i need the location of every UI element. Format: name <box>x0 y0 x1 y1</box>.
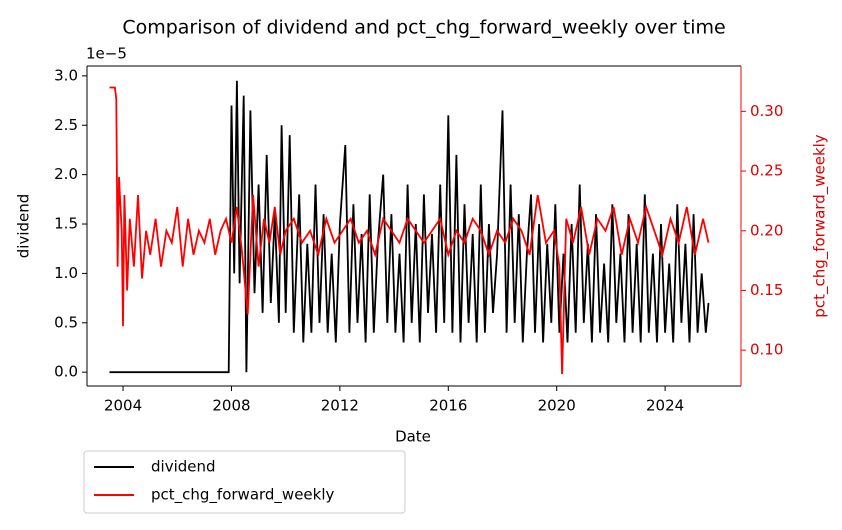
series-line <box>109 86 710 375</box>
y2-tick-label: 0.25 <box>750 162 783 180</box>
legend-label: pct_chg_forward_weekly <box>151 486 335 505</box>
x-tick-label: 2020 <box>538 397 576 415</box>
y-axis-label: dividend <box>15 194 33 259</box>
y-tick-label: 3.0 <box>54 66 78 84</box>
legend-box <box>83 450 406 514</box>
y-tick-label: 0.5 <box>54 313 78 331</box>
y2-tick-label: 0.20 <box>750 221 783 239</box>
x-axis-label: Date <box>395 428 431 446</box>
y-tick-label: 2.5 <box>54 116 78 134</box>
y2-axis-label: pct_chg_forward_weekly <box>811 134 830 318</box>
y-offset-label: 1e−5 <box>86 45 127 63</box>
x-tick-label: 2012 <box>321 397 359 415</box>
x-tick-label: 2004 <box>104 397 142 415</box>
y2-tick-label: 0.30 <box>750 102 783 120</box>
y2-tick-label: 0.15 <box>750 281 783 299</box>
legend-label: dividend <box>151 458 216 476</box>
x-tick-label: 2008 <box>212 397 250 415</box>
y-tick-label: 2.0 <box>54 165 78 183</box>
y-tick-label: 0.0 <box>54 363 78 381</box>
x-tick-label: 2024 <box>646 397 684 415</box>
y2-tick-label: 0.10 <box>750 341 783 359</box>
x-tick-label: 2016 <box>429 397 467 415</box>
chart-title: Comparison of dividend and pct_chg_forwa… <box>122 17 725 39</box>
y-tick-label: 1.0 <box>54 264 78 282</box>
series-line <box>109 80 710 374</box>
y-tick-label: 1.5 <box>54 215 78 233</box>
